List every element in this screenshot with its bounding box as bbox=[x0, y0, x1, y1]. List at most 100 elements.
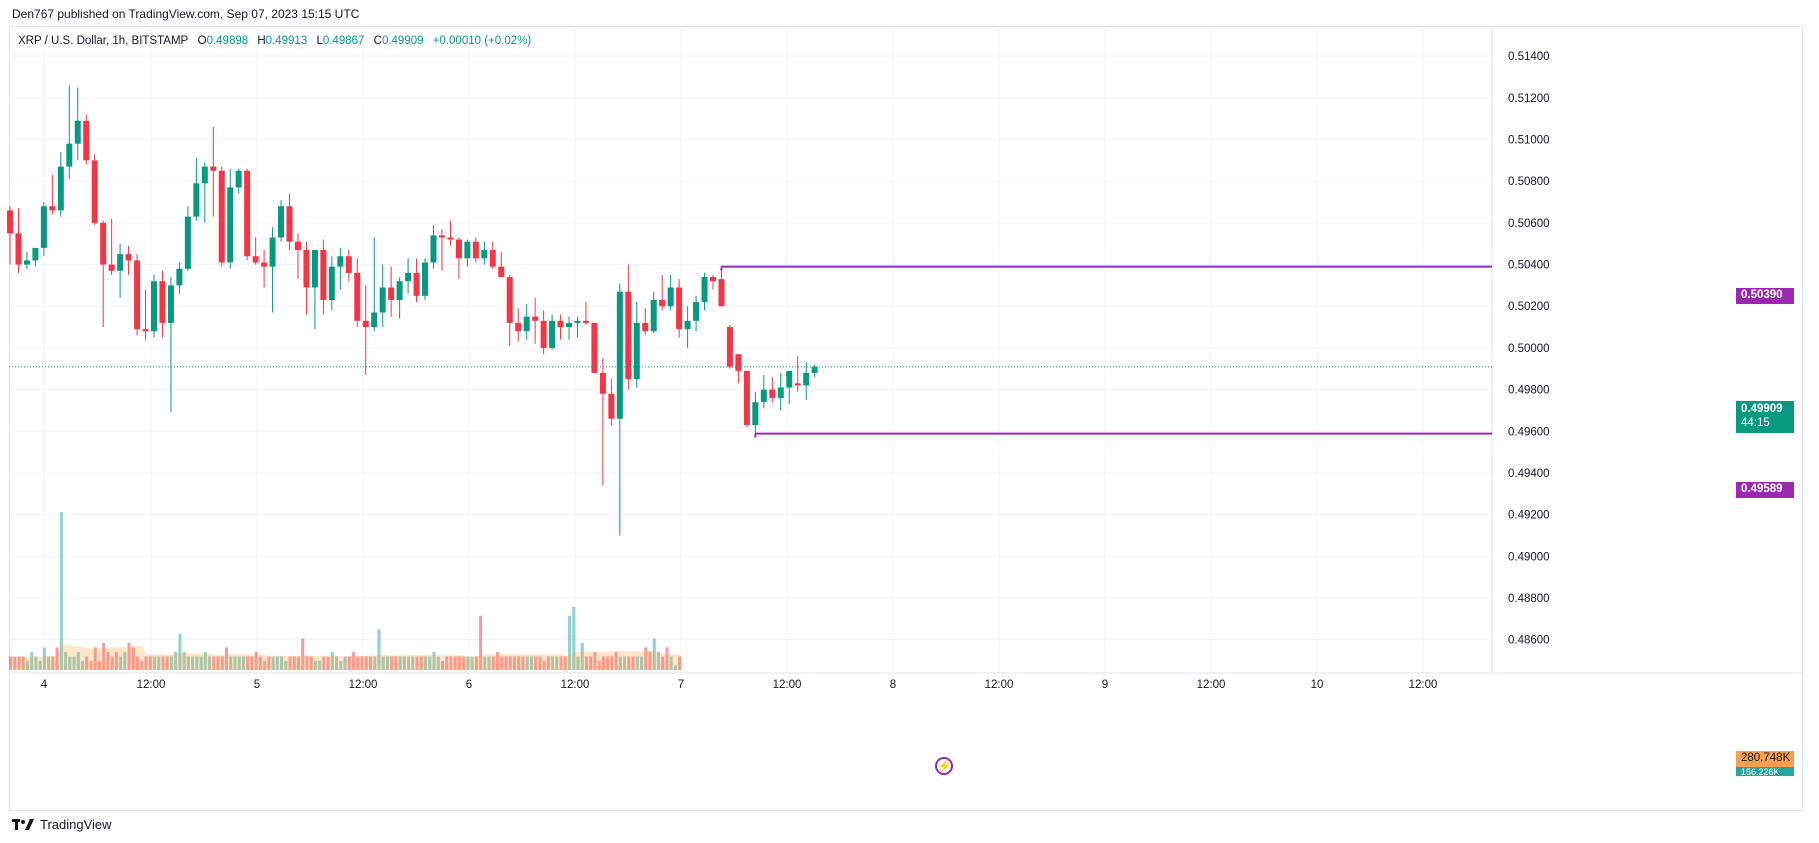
candle-body bbox=[616, 291, 623, 419]
candle-body bbox=[201, 166, 208, 184]
candle-body bbox=[701, 277, 708, 303]
candle-body bbox=[184, 216, 191, 269]
candle bbox=[625, 264, 632, 390]
candle-body bbox=[625, 291, 632, 380]
y-tick-label: 0.51400 bbox=[1508, 51, 1550, 63]
candle bbox=[23, 252, 30, 269]
volume-bar bbox=[453, 656, 457, 670]
candle-body bbox=[549, 320, 556, 348]
candle bbox=[472, 237, 479, 263]
volume-bar bbox=[614, 651, 618, 670]
x-tick-label: 12:00 bbox=[773, 679, 802, 691]
chart-frame[interactable] bbox=[9, 26, 1803, 811]
candle bbox=[422, 258, 429, 300]
volume-bar bbox=[131, 647, 135, 670]
volume-bar bbox=[309, 656, 313, 670]
volume-ma bbox=[11, 644, 681, 670]
volume-bar bbox=[347, 656, 351, 670]
volume-bar bbox=[21, 656, 25, 670]
volume-bar bbox=[102, 642, 106, 670]
y-tick-label: 0.50800 bbox=[1508, 176, 1550, 188]
candle bbox=[218, 166, 225, 267]
volume-bar bbox=[186, 656, 190, 670]
candle bbox=[354, 258, 361, 328]
candle-body bbox=[7, 210, 13, 234]
volume-bar bbox=[377, 629, 381, 670]
volume-bar bbox=[161, 656, 165, 670]
volume-bar bbox=[106, 651, 110, 670]
volume-bar bbox=[110, 656, 114, 670]
volume-bar bbox=[457, 656, 461, 670]
volume-bar bbox=[335, 656, 339, 670]
candle bbox=[464, 239, 471, 267]
volume-bar bbox=[390, 656, 394, 670]
candle-body bbox=[752, 402, 759, 426]
volume-bar bbox=[140, 660, 144, 670]
candle bbox=[489, 241, 496, 269]
candle-body bbox=[91, 160, 98, 223]
candle bbox=[803, 362, 810, 401]
candle bbox=[760, 375, 767, 409]
candle-body bbox=[633, 322, 640, 380]
volume-bar bbox=[318, 660, 322, 670]
candle-body bbox=[489, 249, 496, 267]
x-tick-label: 12:00 bbox=[985, 679, 1014, 691]
candle bbox=[777, 372, 784, 411]
volume-bar bbox=[51, 656, 55, 670]
volume-bar bbox=[360, 656, 364, 670]
x-tick-label: 6 bbox=[466, 679, 472, 691]
volume-bar bbox=[673, 665, 677, 670]
candle-body bbox=[117, 254, 124, 271]
volume-bar bbox=[254, 651, 258, 670]
candle-body bbox=[667, 287, 674, 307]
volume-bar bbox=[148, 656, 152, 670]
candle bbox=[769, 377, 776, 403]
candle-body bbox=[74, 120, 81, 144]
candle-body bbox=[438, 235, 445, 238]
candle-body bbox=[294, 241, 301, 250]
volume-bar bbox=[525, 656, 529, 670]
y-tick-label: 0.49200 bbox=[1508, 510, 1550, 522]
lightning-icon[interactable]: ⚡ bbox=[935, 757, 953, 775]
volume-bar bbox=[203, 651, 207, 670]
volume-bar bbox=[559, 656, 563, 670]
candle bbox=[515, 308, 522, 342]
legend-close: 0.49909 bbox=[381, 35, 424, 47]
candle bbox=[396, 277, 403, 319]
candle bbox=[117, 243, 124, 298]
volume-bar bbox=[368, 656, 373, 670]
volume-bar bbox=[419, 656, 423, 670]
candle bbox=[650, 291, 657, 334]
candle bbox=[40, 202, 47, 257]
volume-bar bbox=[364, 656, 368, 670]
volume-bar bbox=[246, 656, 250, 670]
candle bbox=[676, 279, 683, 338]
y-tick-label: 0.49600 bbox=[1508, 426, 1550, 438]
candle-body bbox=[693, 302, 700, 321]
volume-bar bbox=[275, 656, 279, 670]
volume-bar bbox=[292, 656, 296, 670]
candle-body bbox=[167, 285, 174, 323]
candle bbox=[193, 158, 200, 221]
footer-brand[interactable]: TradingView bbox=[12, 817, 112, 832]
volume-bar bbox=[25, 660, 29, 670]
candle-body bbox=[430, 235, 437, 263]
candle-body bbox=[650, 299, 657, 332]
bar-countdown: 44:15 bbox=[1741, 417, 1770, 429]
candle bbox=[616, 283, 623, 536]
volume-bar bbox=[224, 647, 229, 670]
candle bbox=[557, 314, 564, 340]
publisher-line: Den767 published on TradingView.com, Sep… bbox=[12, 7, 360, 21]
volume-bar bbox=[267, 656, 271, 670]
volume-bar bbox=[34, 656, 38, 670]
candle-body bbox=[303, 249, 310, 288]
candle bbox=[201, 162, 208, 223]
legend-change: +0.00010 (+0.02%) bbox=[432, 35, 532, 47]
candle-body bbox=[134, 260, 141, 330]
volume-bar bbox=[640, 656, 644, 670]
candle-body bbox=[379, 287, 386, 313]
volume-bar bbox=[504, 656, 508, 670]
volume-bar bbox=[644, 647, 648, 670]
candle-body bbox=[311, 249, 318, 288]
